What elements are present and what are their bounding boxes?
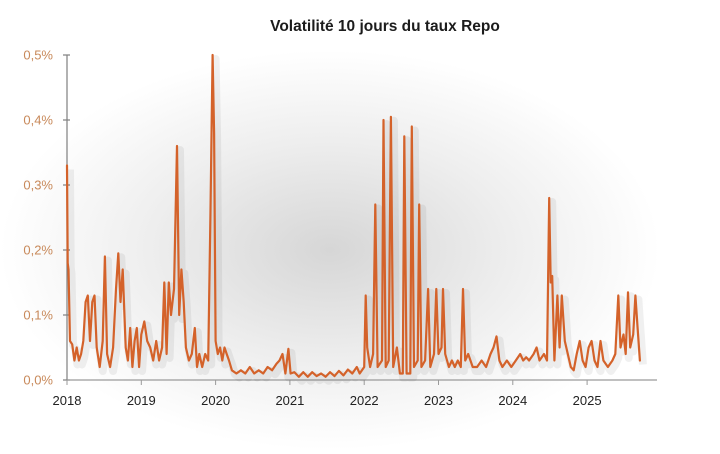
y-tick-label: 0,2%: [23, 243, 53, 258]
volatility-line: [65, 53, 641, 378]
chart-title: Volatilité 10 jours du taux Repo: [270, 18, 500, 35]
y-tick-label: 0,0%: [23, 373, 53, 388]
x-tick-label: 2024: [498, 393, 527, 408]
y-axis: 0,0% 0,1% 0,2% 0,3% 0,4% 0,5%: [23, 48, 70, 388]
x-tick-label: 2019: [127, 393, 156, 408]
x-tick-label: 2022: [350, 393, 379, 408]
series-volatility: [65, 53, 647, 385]
x-tick-label: 2025: [573, 393, 602, 408]
x-tick-label: 2023: [424, 393, 453, 408]
x-tick-label: 2018: [53, 393, 82, 408]
y-tick-label: 0,4%: [23, 113, 53, 128]
x-tick-label: 2020: [201, 393, 230, 408]
x-tick-label: 2021: [275, 393, 304, 408]
y-tick-label: 0,3%: [23, 178, 53, 193]
x-axis: 2018 2019 2020 2021 2022 2023 2024 2025: [53, 379, 657, 408]
y-tick-label: 0,1%: [23, 308, 53, 323]
y-tick-label: 0,5%: [23, 48, 53, 63]
